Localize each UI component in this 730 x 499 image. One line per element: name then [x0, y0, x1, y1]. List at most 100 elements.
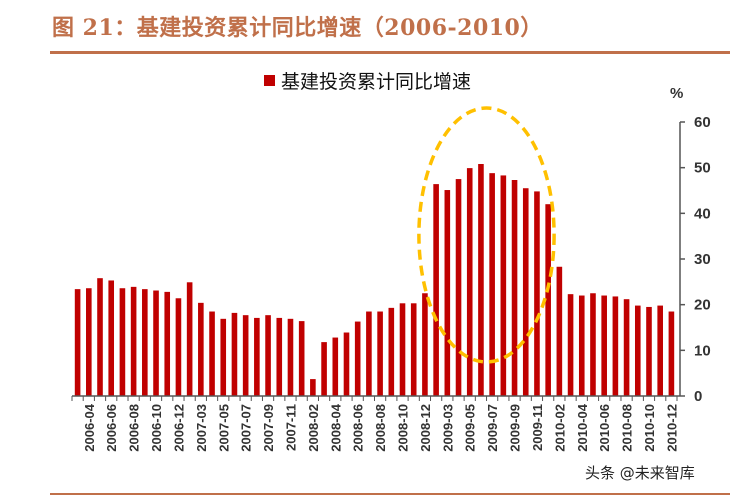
- bar-2007-03: [198, 302, 204, 396]
- bar-2007-12: [298, 321, 305, 396]
- x-tick-label: 2006-12: [171, 404, 186, 452]
- bar-2006-04: [86, 288, 92, 396]
- x-tick-label: 2010-02: [552, 404, 567, 452]
- bar-2007-11: [287, 318, 294, 396]
- bar-2009-08: [500, 175, 507, 396]
- legend: 基建投资累计同比增速: [264, 67, 471, 94]
- bar-2007-05: [220, 318, 227, 396]
- x-tick-label: 2007-03: [194, 404, 209, 452]
- y-tick-label: 40: [694, 205, 711, 222]
- bar-2010-12: [668, 311, 675, 396]
- x-tick-label: 2008-02: [306, 404, 321, 452]
- bar-2009-06: [478, 164, 484, 396]
- bar-2006-07: [119, 288, 126, 396]
- x-tick-label: 2009-05: [463, 404, 478, 452]
- x-tick-label: 2006-08: [127, 404, 142, 452]
- figure-title: 图 21：基建投资累计同比增速（2006-2010）: [52, 15, 543, 41]
- bar-2009-11: [534, 191, 540, 396]
- bar-2009-07: [489, 173, 495, 396]
- x-tick-label: 2009-11: [530, 404, 545, 451]
- bar-2008-08: [377, 311, 383, 396]
- y-axis: 0 10 20 30 40 50 60: [679, 114, 711, 405]
- x-tick-label: 2010-06: [597, 404, 612, 452]
- bar-2008-10: [399, 303, 406, 396]
- bar-2008-06: [354, 321, 361, 396]
- bar-2010-08: [623, 299, 630, 396]
- x-tick-label: 2008-08: [373, 404, 388, 452]
- x-tick-label: 2007-11: [284, 404, 299, 451]
- bar-2007-07: [242, 315, 249, 396]
- bar-2010-02: [556, 266, 563, 396]
- x-tick-label: 2008-04: [328, 403, 343, 451]
- bar-2007-02: [186, 282, 193, 396]
- y-tick-label: 20: [694, 297, 711, 314]
- bar-2010-09: [634, 305, 641, 396]
- x-tick-label: 2006-06: [104, 404, 119, 452]
- x-tick-label: 2010-12: [664, 404, 679, 452]
- bar-2006-05: [97, 278, 103, 396]
- bar-2007-04: [209, 311, 215, 396]
- bar-2009-12: [545, 204, 551, 396]
- x-tick-label: 2010-08: [620, 404, 635, 452]
- bar-2006-09: [142, 289, 148, 396]
- x-tick-label: 2009-03: [440, 404, 455, 452]
- x-tick-label: 2010-10: [642, 404, 657, 452]
- x-tick-label: 2006-10: [149, 404, 164, 452]
- y-tick-label: 30: [694, 251, 711, 268]
- title-underline: [50, 51, 730, 54]
- bar-2009-10: [522, 188, 529, 396]
- bar-2006-12: [175, 298, 182, 396]
- bar-2010-10: [646, 306, 652, 396]
- bar-2009-09: [511, 180, 518, 396]
- bar-2010-04: [578, 295, 585, 396]
- y-tick-label: 10: [694, 342, 711, 359]
- x-tick-label: 2007-05: [216, 404, 231, 452]
- bar-2010-06: [601, 295, 607, 396]
- x-tick-label: 2006-04: [82, 403, 97, 451]
- bar-2007-08: [254, 317, 260, 396]
- bar-2008-09: [388, 307, 395, 396]
- bottom-rule: [50, 493, 730, 495]
- bar-2009-02: [433, 184, 439, 396]
- bar-2008-05: [343, 332, 350, 396]
- bar-2007-10: [276, 317, 283, 396]
- bar-2008-03: [321, 342, 327, 396]
- y-unit-label: %: [670, 85, 683, 102]
- bar-2006-08: [130, 286, 137, 396]
- legend-swatch: [264, 75, 275, 86]
- bar-2008-02: [310, 379, 316, 396]
- x-tick-label: 2009-07: [485, 404, 500, 452]
- annotations-group: [417, 106, 556, 364]
- bar-2010-05: [590, 293, 596, 396]
- x-tick-label: 2007-09: [261, 404, 276, 452]
- bar-2010-07: [612, 296, 619, 396]
- bar-2008-04: [332, 337, 339, 396]
- bar-2006-10: [153, 290, 159, 396]
- bar-2006-03: [74, 289, 81, 396]
- y-tick-label: 50: [694, 160, 711, 177]
- bar-2006-06: [108, 280, 115, 396]
- y-tick-label: 0: [694, 388, 702, 405]
- x-tick-label: 2008-12: [418, 404, 433, 452]
- bars-group: [74, 164, 675, 396]
- bar-2010-11: [657, 305, 663, 396]
- x-axis: 2006-04 2006-06 2006-08 2006-10 2006-12 2007-…: [71, 395, 680, 452]
- bar-2009-04: [455, 179, 462, 396]
- bar-2006-11: [164, 291, 171, 396]
- watermark: 头条 @未来智库: [585, 464, 695, 482]
- bar-2007-09: [265, 315, 271, 396]
- bar-2007-06: [231, 312, 238, 396]
- legend-label: 基建投资累计同比增速: [281, 71, 472, 93]
- bar-2010-03: [567, 294, 574, 396]
- x-tick-label: 2007-07: [239, 404, 254, 452]
- highlight-ellipse: [417, 106, 556, 364]
- x-tick-label: 2009-09: [508, 404, 523, 452]
- x-tick-label: 2008-10: [396, 404, 411, 452]
- bar-2008-07: [366, 311, 372, 396]
- bar-2008-12: [422, 293, 428, 396]
- x-tick-label: 2008-06: [351, 404, 366, 452]
- bar-2008-11: [410, 303, 417, 396]
- y-tick-label: 60: [694, 114, 711, 131]
- bar-2009-05: [466, 168, 473, 396]
